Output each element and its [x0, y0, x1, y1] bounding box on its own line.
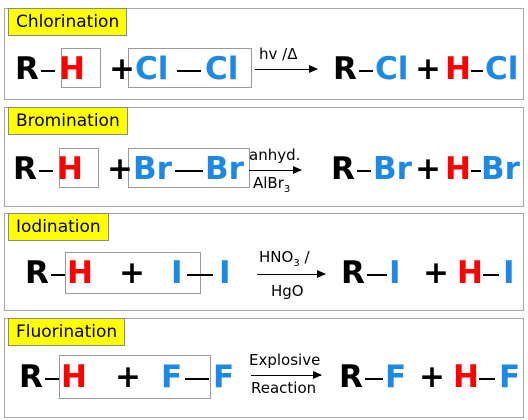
plus-sign: + [423, 255, 449, 291]
bond [359, 70, 373, 72]
halogen-atom: Cl [375, 51, 409, 87]
reaction-arrow [249, 166, 302, 174]
alkyl-group: R [331, 151, 355, 187]
hydrogen-atom: H [445, 51, 471, 87]
alkyl-group: R [25, 255, 49, 291]
bond [367, 274, 387, 276]
halogen-atom: F [161, 359, 183, 395]
reaction-condition-detail: Reaction [251, 379, 317, 397]
halogen-atom: Br [133, 151, 172, 187]
halogen-atom: F [499, 359, 521, 395]
bond [357, 170, 371, 172]
hydrogen-atom: H [67, 255, 93, 291]
bond [483, 274, 499, 276]
bond [185, 378, 209, 380]
plus-sign: + [415, 51, 441, 87]
reaction-title: Bromination [8, 107, 128, 135]
halogen-box [128, 148, 250, 188]
hydrogen-atom: H [59, 51, 85, 87]
reaction-arrow [255, 65, 318, 73]
halogen-atom: I [503, 255, 515, 291]
halogen-atom: Br [481, 151, 520, 187]
reaction-arrow [257, 270, 326, 278]
alkyl-group: R [333, 51, 357, 87]
hydrogen-atom: H [57, 151, 83, 187]
plus-sign: + [115, 359, 141, 395]
reaction-title: Chlorination [8, 8, 128, 36]
reaction-arrow [251, 371, 322, 379]
halogen-atom: Cl [485, 51, 519, 87]
plus-sign: + [119, 255, 145, 291]
reaction-title: Iodination [8, 213, 109, 241]
alkyl-group: R [339, 359, 363, 395]
bond [41, 70, 55, 72]
reaction-title: Fluorination [8, 318, 126, 346]
halogen-atom: Br [373, 151, 412, 187]
reaction-reagent: HgO [271, 282, 304, 300]
reaction-condition: hv /Δ [259, 45, 298, 63]
halogen-atom: F [385, 359, 407, 395]
plus-sign: + [109, 51, 135, 87]
bond [187, 274, 213, 276]
bond [45, 378, 59, 380]
reaction-panel-fluorination: Fluorination R H + F F Explosive Reactio… [4, 318, 524, 418]
hydrogen-atom: H [453, 359, 479, 395]
bond [471, 70, 483, 72]
reaction-catalyst: AlBr3 [253, 174, 291, 195]
bond [175, 170, 203, 172]
halogen-atom: I [219, 255, 231, 291]
halogen-atom: F [213, 359, 235, 395]
halogen-atom: I [389, 255, 401, 291]
alkyl-group: R [15, 51, 39, 87]
reaction-panel-iodination: Iodination R H + I I HNO3 / HgO R I + H … [4, 213, 524, 311]
reactant-box [65, 252, 201, 294]
halogen-atom: Br [205, 151, 244, 187]
hydrogen-atom: H [445, 151, 471, 187]
plus-sign: + [415, 151, 441, 187]
hydrogen-atom: H [457, 255, 483, 291]
reactant-box [59, 355, 211, 399]
reactant-box [61, 48, 101, 88]
hydrogen-atom: H [61, 359, 87, 395]
halogen-atom: I [171, 255, 183, 291]
bond [471, 170, 481, 172]
bond [51, 274, 65, 276]
reaction-condition: anhyd. [249, 146, 301, 164]
alkyl-group: R [13, 151, 37, 187]
bond [177, 70, 201, 72]
bond [479, 378, 495, 380]
halogen-atom: Cl [135, 51, 169, 87]
halogen-atom: Cl [205, 51, 239, 87]
bond [365, 378, 383, 380]
halogen-box [128, 48, 252, 88]
plus-sign: + [419, 359, 445, 395]
reaction-panel-bromination: Bromination R H + Br Br anhyd. AlBr3 R B… [4, 107, 524, 207]
reaction-condition: HNO3 / [259, 248, 310, 269]
reactant-box [59, 148, 99, 188]
reaction-condition: Explosive [249, 351, 321, 369]
bond [39, 170, 53, 172]
alkyl-group: R [19, 359, 43, 395]
plus-sign: + [107, 151, 133, 187]
reaction-panel-chlorination: Chlorination R H + Cl Cl hv /Δ R Cl + H … [4, 8, 524, 100]
alkyl-group: R [341, 255, 365, 291]
